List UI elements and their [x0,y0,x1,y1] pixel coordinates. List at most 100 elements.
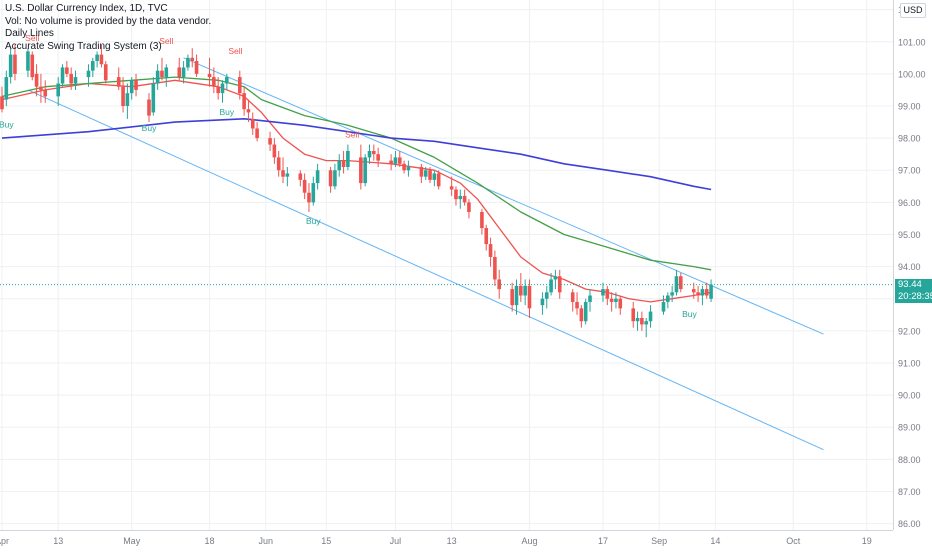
candle[interactable] [393,150,398,168]
candle[interactable] [8,48,13,84]
candle[interactable] [696,285,700,302]
candle[interactable] [493,250,497,286]
candle[interactable] [372,144,376,161]
candle[interactable] [181,61,186,84]
candle[interactable] [99,44,104,68]
candle[interactable] [246,99,251,123]
candle[interactable] [523,279,527,306]
candle[interactable] [389,154,393,171]
candle[interactable] [449,176,454,196]
candle[interactable] [406,160,411,177]
candle[interactable] [614,292,618,309]
candle[interactable] [43,80,48,103]
candle[interactable] [216,77,220,100]
candle[interactable] [540,292,545,315]
candle[interactable] [26,48,30,78]
candle[interactable] [359,144,363,190]
candle[interactable] [341,150,346,174]
indicator-daily-lines[interactable]: Daily Lines [5,28,54,39]
candle[interactable] [4,70,9,106]
candle[interactable] [125,83,130,119]
candle[interactable] [177,57,182,81]
candle[interactable] [281,157,285,184]
candle[interactable] [635,311,640,331]
candle[interactable] [268,131,272,151]
candle[interactable] [553,269,558,290]
candle[interactable] [56,77,61,106]
candle[interactable] [134,73,138,97]
candle[interactable] [557,269,562,299]
candle[interactable] [376,147,380,168]
candle[interactable] [337,154,342,177]
candle[interactable] [579,305,584,328]
candle[interactable] [194,54,199,78]
candle[interactable] [402,160,406,174]
candle[interactable] [39,73,43,103]
time-axis[interactable]: Apr 13 May 18 Jun 15 Jul 13 Aug 17 Sep 14 Oct 19 [0,536,872,546]
candle[interactable] [60,64,65,87]
candle[interactable] [704,282,709,299]
candle[interactable] [519,273,523,302]
candle[interactable] [86,64,91,87]
candle[interactable] [225,73,229,90]
candle[interactable] [250,112,255,135]
symbol-title[interactable]: U.S. Dollar Currency Index, 1D, TVC [5,3,168,14]
candle[interactable] [644,318,649,338]
candle[interactable] [458,189,463,209]
candle[interactable] [212,67,216,94]
candle[interactable] [0,86,4,113]
candle[interactable] [601,282,605,302]
candle[interactable] [69,67,73,90]
candle[interactable] [631,301,636,328]
currency-badge[interactable]: USD [900,3,926,18]
candle[interactable] [307,183,311,212]
candle[interactable] [190,48,195,68]
candle[interactable] [544,285,549,309]
candle[interactable] [514,279,519,315]
candle[interactable] [709,279,713,302]
candle[interactable] [618,295,623,315]
candle[interactable] [588,289,592,312]
candle[interactable] [640,311,644,331]
channel-line[interactable] [183,57,824,335]
candle[interactable] [255,122,259,142]
candle[interactable] [462,189,467,206]
candle[interactable] [575,292,579,315]
candle[interactable] [164,64,169,87]
candle[interactable] [220,80,225,103]
candle[interactable] [480,208,484,235]
candle[interactable] [428,167,432,184]
candle[interactable] [147,93,151,123]
candle[interactable] [674,269,679,296]
candle[interactable] [90,57,95,78]
candle[interactable] [670,285,674,302]
candle[interactable] [95,51,99,68]
candle[interactable] [454,186,458,206]
candle[interactable] [315,163,320,190]
candle[interactable] [13,44,17,81]
candle[interactable] [583,298,588,325]
candle[interactable] [549,273,553,296]
candle[interactable] [298,170,303,187]
candle[interactable] [700,285,705,306]
candle[interactable] [65,61,69,78]
candle[interactable] [129,77,134,100]
candle[interactable] [497,269,502,299]
candle[interactable] [488,237,493,267]
candle[interactable] [467,199,471,219]
candle[interactable] [73,70,78,90]
candle[interactable] [311,176,316,206]
candle[interactable] [510,282,514,312]
candle[interactable] [302,173,307,200]
candle[interactable] [237,70,242,100]
candle[interactable] [276,150,281,177]
price-axis[interactable]: 86.0087.0088.0089.0090.0091.0092.0093.00… [898,5,926,529]
candle[interactable] [207,57,212,87]
candle[interactable] [34,64,39,97]
candle[interactable] [666,292,670,309]
candle[interactable] [116,67,121,90]
candle[interactable] [432,170,437,187]
candle[interactable] [678,273,683,293]
